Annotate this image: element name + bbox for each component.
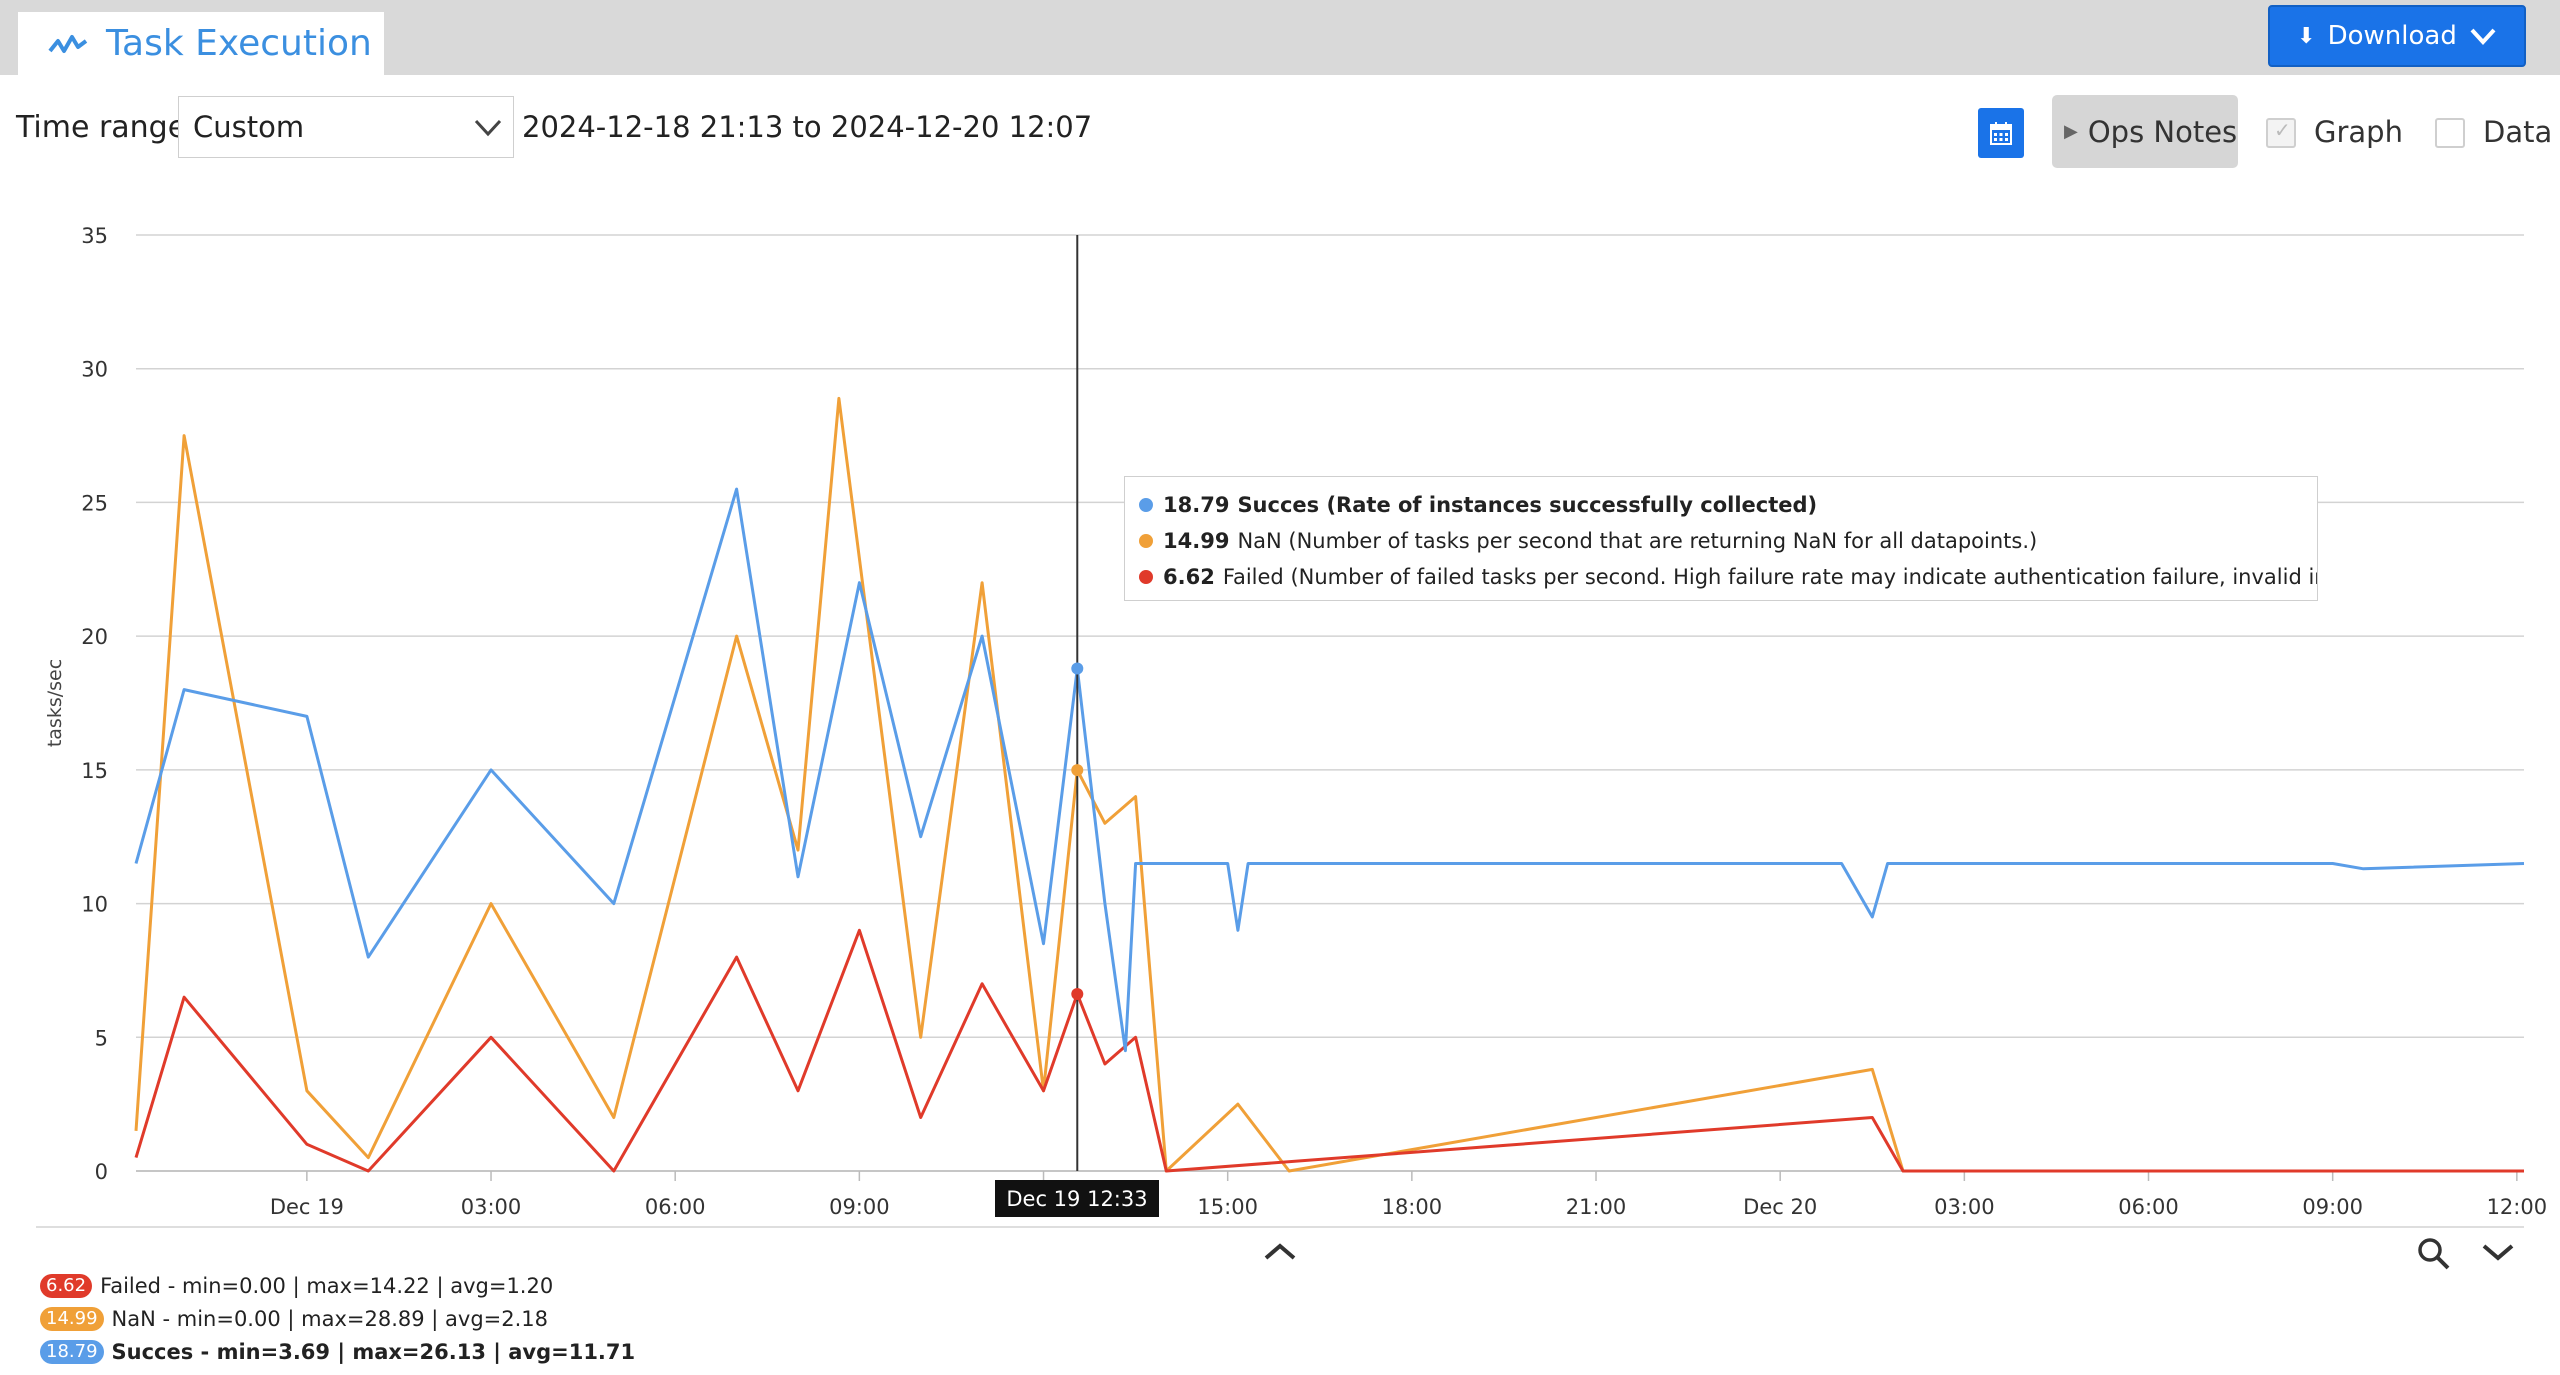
y-tick-label: 35 [81,224,108,248]
series-dot [1139,570,1153,584]
x-tick-label: 03:00 [1934,1195,1995,1219]
tooltip-text: Succes (Rate of instances successfully c… [1237,493,1818,517]
x-tick-label: 18:00 [1382,1195,1443,1219]
tooltip-row-succes: 18.79 Succes (Rate of instances successf… [1125,487,2317,523]
download-label: Download [2327,21,2457,51]
chevron-down-icon [2470,28,2496,45]
graph-label: Graph [2314,115,2403,149]
crosshair-point-nan [1071,764,1084,777]
date-range-text: 2024-12-18 21:13 to 2024-12-20 12:07 [522,110,1093,144]
play-icon: ▶ [2064,121,2078,142]
top-bar [0,0,2560,75]
y-tick-label: 25 [81,491,108,515]
calendar-icon [1990,122,2012,145]
ops-notes-button[interactable]: ▶ Ops Notes [2052,95,2238,168]
graph-checkbox[interactable]: ✓ [2266,118,2296,148]
calendar-button[interactable] [1978,108,2024,158]
legend-badge: 14.99 [40,1307,104,1331]
legend-failed[interactable]: 6.62 Failed - min=0.00 | max=14.22 | avg… [40,1274,553,1298]
crosshair-point-failed [1071,987,1084,1000]
x-tick-label: 12:00 [2487,1195,2548,1219]
y-axis-label: tasks/sec [44,659,66,747]
legend-badge: 6.62 [40,1274,93,1298]
legend-text: Succes - min=3.69 | max=26.13 | avg=11.7… [111,1340,636,1364]
x-tick-label: Dec 19 [270,1195,344,1219]
data-label: Data [2483,115,2553,149]
legend-nan[interactable]: 14.99 NaN - min=0.00 | max=28.89 | avg=2… [40,1307,548,1331]
y-tick-label: 5 [95,1026,108,1050]
series-dot [1139,498,1153,512]
tab-title: Task Execution [106,23,372,64]
download-arrow-icon: ⬇ [2297,23,2316,49]
tooltip-row-failed: 6.62 Failed (Number of failed tasks per … [1125,559,2317,595]
graph-icon [48,34,88,53]
legend-text: Failed - min=0.00 | max=14.22 | avg=1.20 [100,1274,554,1298]
tooltip-value: 18.79 [1163,493,1230,517]
y-tick-label: 20 [81,625,108,649]
x-tick-label: 06:00 [2118,1195,2179,1219]
y-tick-label: 0 [95,1160,108,1184]
x-tick-label: 06:00 [645,1195,706,1219]
y-tick-label: 30 [81,358,108,382]
x-tick-label: 09:00 [2302,1195,2363,1219]
tooltip-value: 6.62 [1163,565,1215,589]
chevron-down-icon [474,119,502,137]
ops-notes-label: Ops Notes [2087,114,2238,149]
check-icon: ✓ [2274,118,2291,142]
series-line-nan [134,396,2524,1173]
y-tick-label: 15 [81,759,108,783]
x-tick-label: 09:00 [829,1195,890,1219]
time-range-label: Time range: [16,110,197,145]
legend-succes[interactable]: 18.79 Succes - min=3.69 | max=26.13 | av… [40,1340,635,1364]
series-dot [1139,534,1153,548]
time-range-select[interactable]: Custom [178,96,514,158]
tooltip-row-nan: 14.99 NaN (Number of tasks per second th… [1125,523,2317,559]
chart-area[interactable]: 0 5 10 15 20 25 30 35 Dec 19 03:00 06:00 09:00 12:00… [0,180,2560,1260]
x-tick-label: 15:00 [1197,1195,1258,1219]
y-tick-label: 10 [81,893,108,917]
zoom-icon[interactable] [2416,1236,2452,1272]
legend-badge: 18.79 [40,1340,104,1364]
time-range-value: Custom [193,110,305,144]
tab-task-execution[interactable]: Task Execution [18,12,384,75]
crosshair-point-succes [1071,662,1084,675]
crosshair-time-label: Dec 19 12:33 [995,1180,1159,1217]
x-tick-label: Dec 20 [1743,1195,1817,1219]
tooltip-text: Failed (Number of failed tasks per secon… [1222,565,2317,589]
tooltip-text: NaN (Number of tasks per second that are… [1237,529,2038,553]
chevron-up-icon[interactable] [1262,1240,1298,1264]
x-tick-label: 03:00 [461,1195,522,1219]
data-checkbox[interactable] [2435,118,2465,148]
chart-tooltip: 18.79 Succes (Rate of instances successf… [1124,476,2318,601]
x-tick-label: 21:00 [1566,1195,1627,1219]
download-button[interactable]: ⬇ Download [2268,5,2526,67]
tooltip-value: 14.99 [1163,529,1230,553]
legend-text: NaN - min=0.00 | max=28.89 | avg=2.18 [111,1307,548,1331]
chevron-down-icon[interactable] [2480,1240,2516,1264]
series-line-failed [134,928,2524,1173]
